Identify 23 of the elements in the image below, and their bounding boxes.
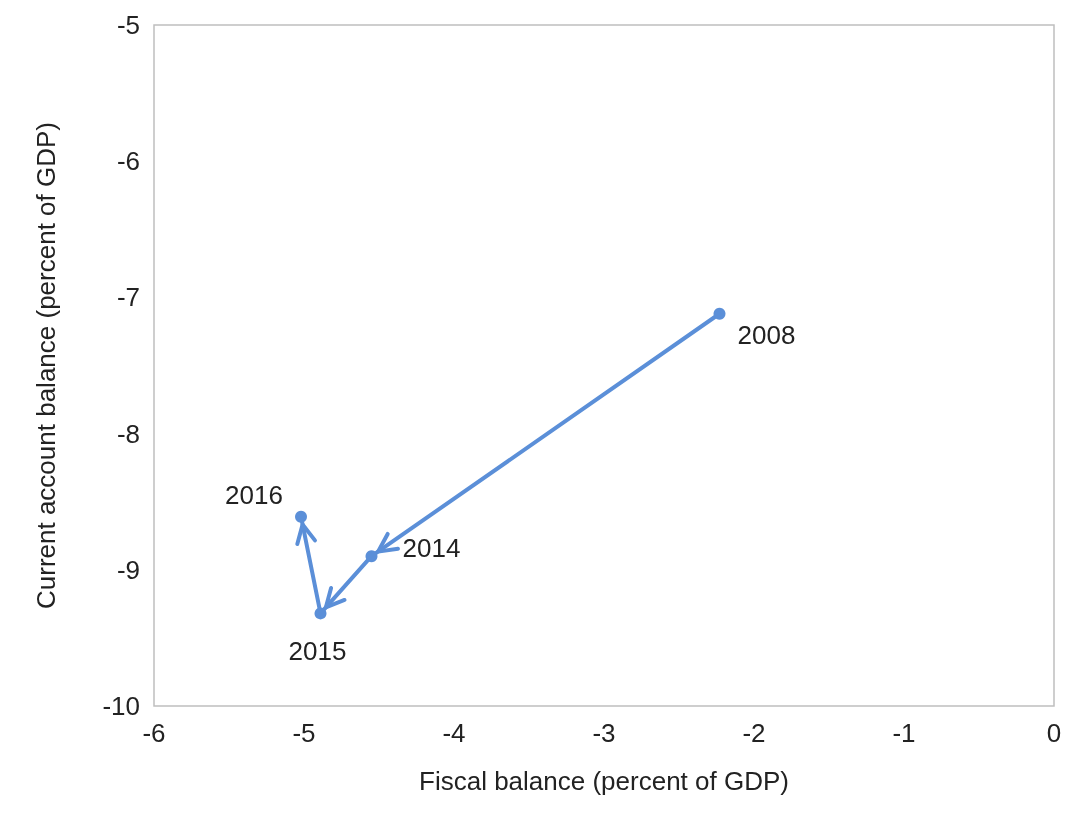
- x-tick-label: -5: [292, 718, 316, 748]
- annotation: 2008: [737, 319, 796, 350]
- y-tick-label: -8: [116, 418, 140, 449]
- y-tick-label: -6: [116, 146, 140, 177]
- y-tick-label: -10: [102, 691, 140, 721]
- annotation: 2014: [402, 533, 461, 564]
- y-tick-label: -7: [116, 282, 140, 313]
- annotation: 2016: [225, 479, 283, 510]
- point: [713, 307, 726, 320]
- y-tick-label: -5: [116, 10, 140, 40]
- x-tick-label: -1: [892, 718, 916, 748]
- x-tick-label: -3: [592, 718, 616, 748]
- x-tick-label: -6: [142, 718, 166, 748]
- annotation: 2015: [288, 636, 347, 667]
- y-axis-title: Current account balance (percent of GDP): [31, 121, 61, 610]
- point: [314, 607, 327, 620]
- y-tick-label: -9: [116, 554, 140, 585]
- x-axis-title: Fiscal balance (percent of GDP): [419, 766, 789, 796]
- point: [365, 550, 378, 563]
- x-tick-label: 0: [1046, 718, 1062, 748]
- x-tick-label: -2: [742, 718, 766, 748]
- point: [295, 510, 307, 523]
- x-tick-label: -4: [442, 718, 466, 748]
